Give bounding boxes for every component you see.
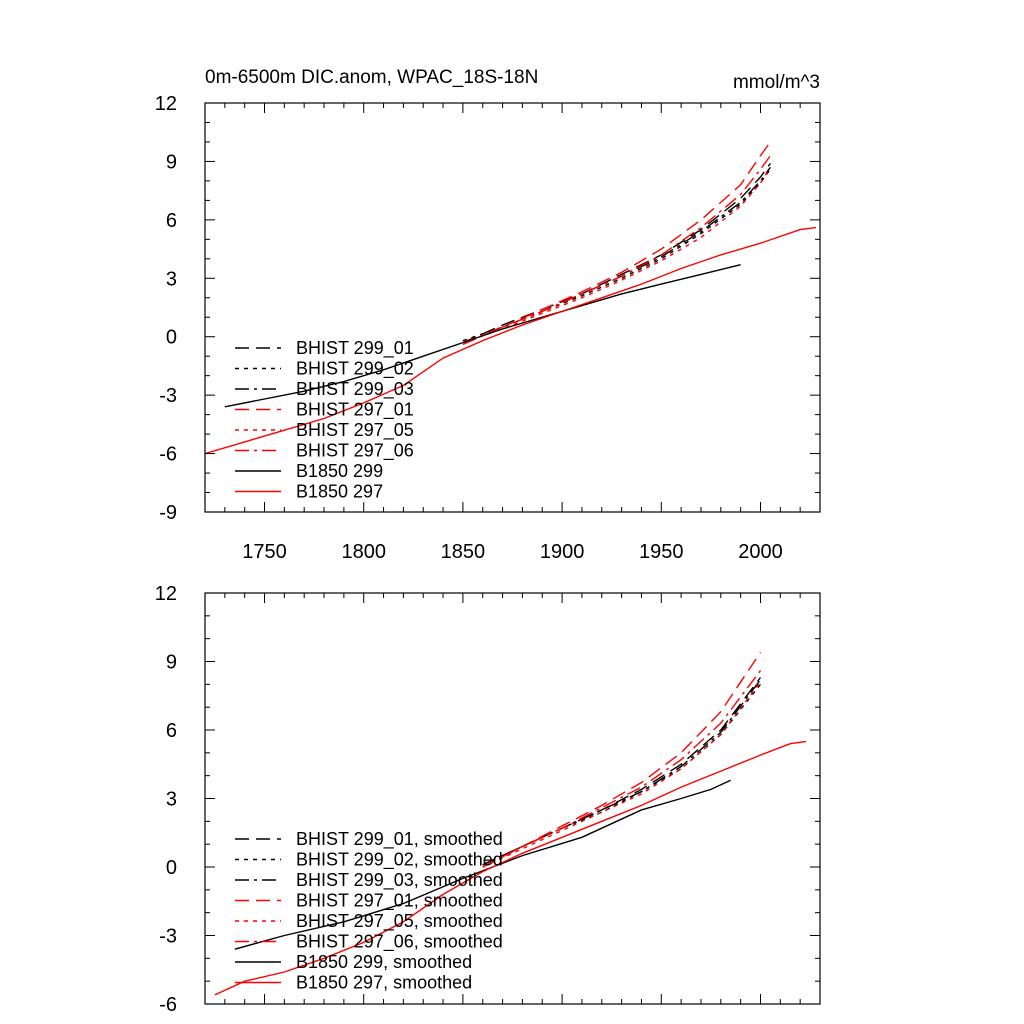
y-tick-label: -3 — [159, 926, 177, 948]
legend-label: BHIST 299_02 — [296, 359, 414, 380]
y-tick-label: -6 — [159, 994, 177, 1016]
legend-label: BHIST 299_01, smoothed — [296, 829, 503, 850]
series-line-7 — [214, 740, 807, 996]
y-tick-label: -6 — [159, 444, 177, 466]
y-tick-label: -9 — [159, 502, 177, 524]
legend-label: B1850 299, smoothed — [296, 952, 472, 972]
x-tick-label: 1750 — [242, 541, 287, 563]
chart-title: 0m-6500m DIC.anom, WPAC_18S-18N — [205, 67, 538, 88]
series-line-7 — [205, 226, 817, 455]
y-tick-label: -3 — [159, 385, 177, 407]
series-line-4 — [482, 681, 762, 868]
legend-label: BHIST 297_05, smoothed — [296, 911, 503, 932]
series-line-1 — [462, 168, 771, 342]
legend-label: B1850 299 — [296, 461, 383, 481]
series-line-6 — [224, 264, 741, 408]
x-tick-label: 1900 — [540, 541, 585, 563]
y-tick-label: 3 — [166, 789, 177, 811]
legend-label: BHIST 299_02, smoothed — [296, 850, 503, 871]
y-tick-label: 3 — [166, 268, 177, 290]
legend-label: BHIST 297_05 — [296, 420, 414, 441]
x-tick-label: 1850 — [441, 541, 486, 563]
series-line-5 — [462, 155, 771, 344]
series-line-3 — [462, 141, 771, 346]
legend-label: BHIST 297_06, smoothed — [296, 932, 503, 953]
legend-label: BHIST 299_03, smoothed — [296, 870, 503, 891]
series-line-1 — [482, 683, 762, 866]
x-tick-label: 1950 — [639, 541, 684, 563]
legend-label: BHIST 297_01, smoothed — [296, 891, 503, 912]
legend-label: BHIST 299_03 — [296, 379, 414, 400]
y-tick-label: 9 — [166, 652, 177, 674]
y-tick-label: 0 — [166, 327, 177, 349]
y-tick-label: 6 — [166, 210, 177, 232]
legend-label: B1850 297, smoothed — [296, 973, 472, 993]
series-line-0 — [482, 677, 762, 866]
y-tick-label: 12 — [155, 93, 177, 115]
legend-label: BHIST 297_01 — [296, 400, 414, 421]
x-tick-label: 1800 — [341, 541, 386, 563]
y-tick-label: 6 — [166, 720, 177, 742]
legend-label: BHIST 299_01 — [296, 338, 414, 359]
plot-frame — [204, 102, 821, 513]
units-label: mmol/m^3 — [733, 72, 820, 93]
top-panel: 0m-6500m DIC.anom, WPAC_18S-18N mmol/m^3… — [155, 67, 821, 563]
series-line-2 — [462, 166, 771, 344]
series-line-3 — [482, 652, 762, 868]
series-line-4 — [462, 166, 771, 344]
series-line-6 — [234, 779, 731, 950]
series-line-5 — [482, 670, 762, 868]
y-tick-label: 9 — [166, 151, 177, 173]
legend-label: B1850 297 — [296, 482, 383, 502]
series-line-0 — [462, 162, 771, 344]
y-tick-label: 12 — [155, 583, 177, 605]
legend-label: BHIST 297_06 — [296, 441, 414, 462]
x-tick-label: 2000 — [738, 541, 783, 563]
y-tick-label: 0 — [166, 857, 177, 879]
